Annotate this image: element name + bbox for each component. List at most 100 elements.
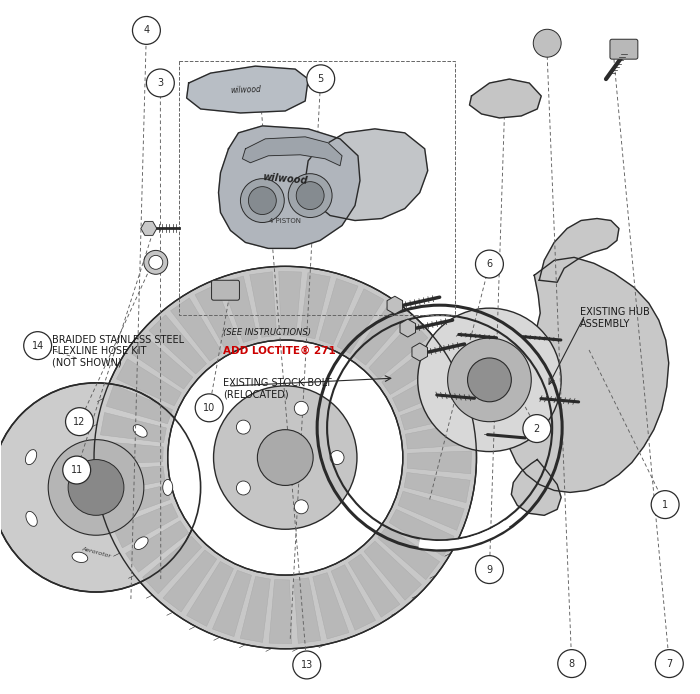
Polygon shape [171, 298, 222, 361]
Polygon shape [349, 554, 400, 617]
Polygon shape [187, 66, 308, 113]
Polygon shape [319, 278, 358, 345]
Text: ADD LOCTITE® 271: ADD LOCTITE® 271 [223, 346, 336, 355]
Polygon shape [389, 509, 454, 557]
Circle shape [523, 414, 551, 443]
Polygon shape [125, 520, 189, 573]
Text: 7: 7 [666, 659, 673, 668]
Polygon shape [141, 221, 157, 235]
Circle shape [24, 332, 52, 359]
Text: wilwood: wilwood [262, 171, 308, 185]
Text: 4 PISTON: 4 PISTON [270, 217, 301, 223]
Polygon shape [116, 359, 181, 406]
Text: EXISTING STOCK BOLT
(RELOCATED): EXISTING STOCK BOLT (RELOCATED) [223, 378, 332, 400]
Polygon shape [369, 321, 428, 379]
Text: 11: 11 [71, 465, 83, 475]
Circle shape [418, 308, 561, 452]
Polygon shape [240, 577, 270, 643]
Polygon shape [300, 273, 330, 339]
Circle shape [533, 29, 561, 57]
Circle shape [168, 340, 402, 575]
Circle shape [248, 187, 276, 214]
FancyBboxPatch shape [211, 280, 239, 301]
Text: (SEE INSTRUCTIONS): (SEE INSTRUCTIONS) [223, 328, 311, 337]
Polygon shape [195, 285, 239, 350]
Circle shape [288, 174, 332, 217]
Ellipse shape [134, 537, 148, 550]
Circle shape [330, 450, 344, 464]
Polygon shape [213, 570, 251, 636]
Polygon shape [218, 126, 360, 248]
Text: 2: 2 [533, 423, 540, 434]
Polygon shape [378, 526, 440, 579]
Text: Aerorotor: Aerorotor [80, 546, 111, 559]
Polygon shape [99, 466, 165, 493]
Circle shape [293, 651, 321, 679]
Circle shape [475, 250, 503, 278]
Circle shape [63, 456, 90, 484]
Polygon shape [400, 394, 467, 430]
Ellipse shape [133, 425, 147, 437]
Circle shape [144, 251, 168, 274]
Polygon shape [404, 473, 470, 502]
Circle shape [258, 430, 313, 485]
Circle shape [132, 17, 160, 44]
Circle shape [149, 255, 163, 269]
Circle shape [468, 358, 512, 402]
Circle shape [237, 481, 251, 495]
Ellipse shape [72, 552, 88, 562]
Text: 4: 4 [144, 26, 150, 35]
FancyBboxPatch shape [610, 40, 638, 59]
Circle shape [0, 383, 201, 592]
Circle shape [307, 65, 335, 93]
Polygon shape [393, 367, 458, 412]
Polygon shape [337, 289, 384, 354]
Text: 3: 3 [158, 78, 163, 88]
Polygon shape [400, 319, 416, 337]
Circle shape [294, 500, 308, 514]
Ellipse shape [26, 511, 37, 526]
Polygon shape [100, 412, 167, 443]
Text: 14: 14 [32, 341, 44, 350]
Polygon shape [382, 343, 445, 394]
Polygon shape [143, 536, 202, 594]
Circle shape [66, 407, 93, 436]
Circle shape [558, 650, 586, 677]
Circle shape [68, 459, 124, 516]
Polygon shape [398, 491, 464, 530]
Text: 9: 9 [486, 565, 493, 575]
Circle shape [94, 266, 477, 649]
Polygon shape [106, 384, 172, 424]
Polygon shape [313, 573, 349, 639]
Text: wilwood: wilwood [230, 85, 261, 95]
Polygon shape [512, 459, 561, 516]
Ellipse shape [72, 412, 88, 423]
Ellipse shape [25, 450, 36, 465]
Polygon shape [250, 272, 276, 337]
Circle shape [214, 386, 357, 530]
Polygon shape [505, 257, 668, 493]
Circle shape [240, 178, 284, 223]
Polygon shape [364, 541, 421, 600]
Bar [178, 61, 454, 315]
Polygon shape [149, 315, 206, 374]
Polygon shape [104, 485, 170, 521]
Text: 10: 10 [203, 403, 216, 413]
Ellipse shape [163, 480, 173, 496]
Circle shape [48, 439, 144, 535]
Text: 12: 12 [74, 416, 85, 427]
Polygon shape [539, 219, 619, 282]
Circle shape [195, 394, 223, 422]
Circle shape [447, 338, 531, 422]
Polygon shape [354, 303, 407, 365]
Text: 5: 5 [318, 74, 324, 84]
Polygon shape [470, 79, 541, 118]
Polygon shape [269, 579, 292, 644]
Polygon shape [305, 129, 428, 221]
Text: 6: 6 [486, 259, 493, 269]
Circle shape [651, 491, 679, 518]
Text: 13: 13 [300, 660, 313, 670]
Polygon shape [163, 550, 217, 612]
Polygon shape [331, 565, 376, 630]
Text: 1: 1 [662, 500, 668, 509]
